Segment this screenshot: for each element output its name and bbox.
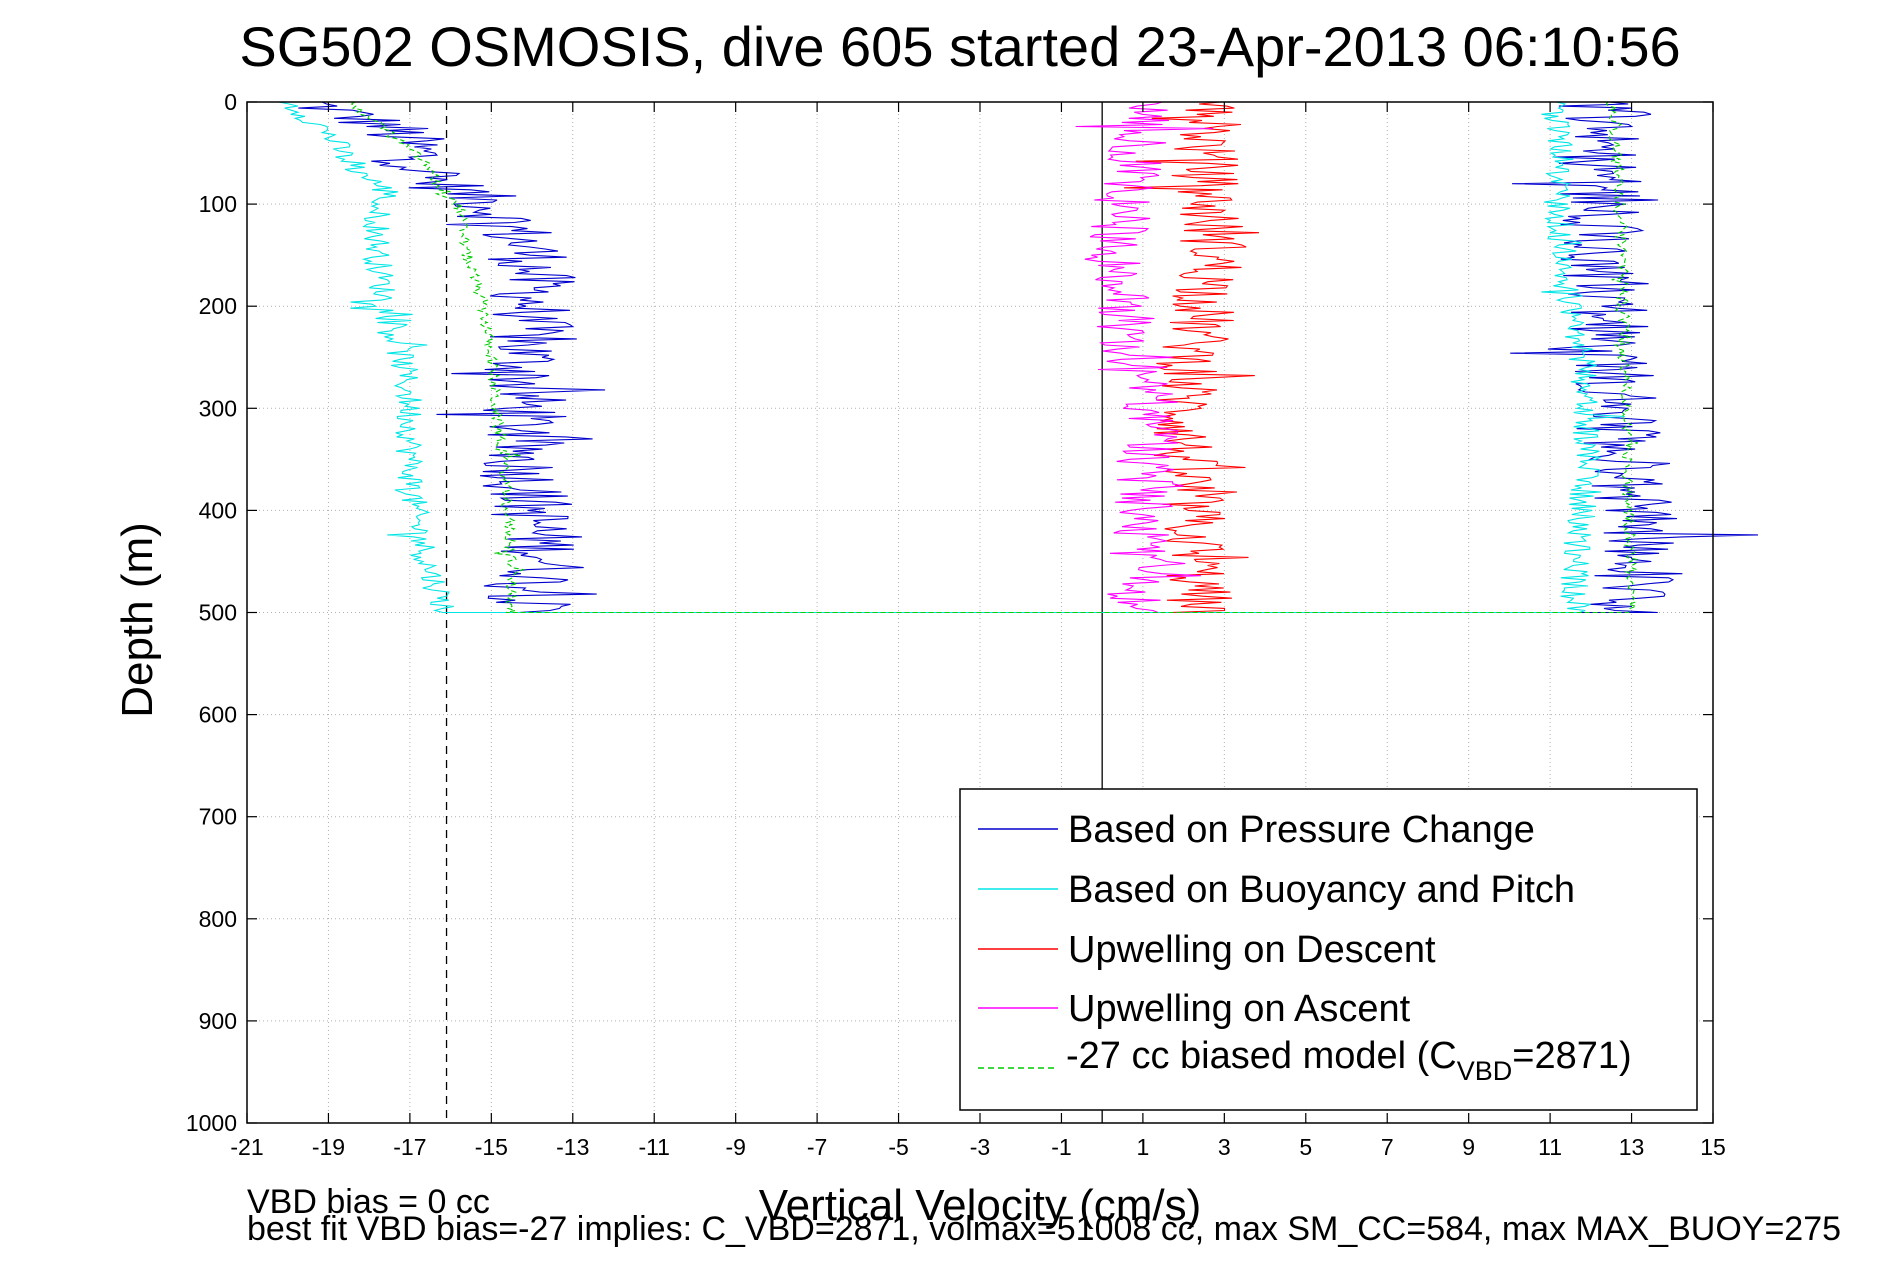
y-tick-label: 100 [199, 191, 237, 217]
y-tick-label: 600 [199, 702, 237, 728]
x-tick-label: -5 [888, 1134, 908, 1160]
y-axis-label: Depth (m) [113, 522, 162, 718]
x-tick-label: 3 [1218, 1134, 1231, 1160]
x-axis-ticks: -21 -19 -17 -15 -13 -11 -9 -7 -5 -3 -1 1 3 5 7 9 11 13 15 [230, 102, 1726, 1160]
best-fit-note: best fit VBD bias=-27 implies: C_VBD=287… [247, 1210, 1841, 1248]
y-tick-label: 200 [199, 293, 237, 319]
x-tick-label: 13 [1619, 1134, 1645, 1160]
x-tick-label: 15 [1700, 1134, 1726, 1160]
legend-label-descent: Upwelling on Descent [1068, 929, 1436, 971]
y-tick-label: 1000 [186, 1110, 237, 1136]
series-buoyancy-pitch [278, 101, 1625, 614]
x-tick-label: -3 [970, 1134, 990, 1160]
x-tick-label: 9 [1462, 1134, 1475, 1160]
series-upwelling-ascent [1075, 101, 1214, 614]
x-tick-label: 11 [1538, 1134, 1562, 1160]
y-tick-label: 500 [199, 600, 237, 626]
chart-legend: Based on Pressure Change Based on Buoyan… [959, 788, 1698, 1111]
legend-model-tail: =2871) [1512, 1035, 1631, 1077]
x-tick-label: -19 [312, 1134, 345, 1160]
x-tick-label: -1 [1051, 1134, 1071, 1160]
x-tick-label: -7 [807, 1134, 827, 1160]
y-tick-label: 300 [199, 395, 237, 421]
legend-label-pressure: Based on Pressure Change [1068, 809, 1535, 851]
x-tick-label: -11 [638, 1134, 670, 1160]
series-biased-model [350, 101, 1639, 614]
x-tick-label: -9 [725, 1134, 745, 1160]
series-pressure-change [298, 101, 1759, 614]
x-tick-label: -21 [230, 1134, 263, 1160]
vbd-bias-note: VBD bias = 0 cc [247, 1183, 490, 1221]
legend-model-main: -27 cc biased model (C [1066, 1035, 1457, 1077]
x-tick-label: -13 [556, 1134, 589, 1160]
legend-box [959, 788, 1698, 1111]
legend-model-sub: VBD [1457, 1056, 1513, 1086]
chart-title: SG502 OSMOSIS, dive 605 started 23-Apr-2… [239, 15, 1680, 78]
y-tick-label: 800 [199, 906, 237, 932]
legend-label-buoyancy: Based on Buoyancy and Pitch [1068, 869, 1575, 911]
y-tick-label: 400 [199, 497, 237, 523]
x-tick-label: 5 [1299, 1134, 1312, 1160]
x-tick-label: -17 [393, 1134, 426, 1160]
x-tick-label: 7 [1381, 1134, 1394, 1160]
chart-series [278, 101, 1759, 614]
x-tick-label: -15 [475, 1134, 508, 1160]
x-tick-label: 1 [1136, 1134, 1149, 1160]
legend-label-model: -27 cc biased model (CVBD=2871) [1066, 1035, 1632, 1086]
series-upwelling-descent [1124, 101, 1260, 614]
y-tick-label: 900 [199, 1008, 237, 1034]
y-tick-label: 0 [224, 89, 237, 115]
y-tick-label: 700 [199, 804, 237, 830]
y-axis-ticks: 0 100 200 300 400 500 600 700 800 900 1000 [186, 89, 1713, 1136]
legend-label-ascent: Upwelling on Ascent [1068, 988, 1411, 1030]
x-axis-label: Vertical Velocity (cm/s) [759, 1181, 1202, 1230]
